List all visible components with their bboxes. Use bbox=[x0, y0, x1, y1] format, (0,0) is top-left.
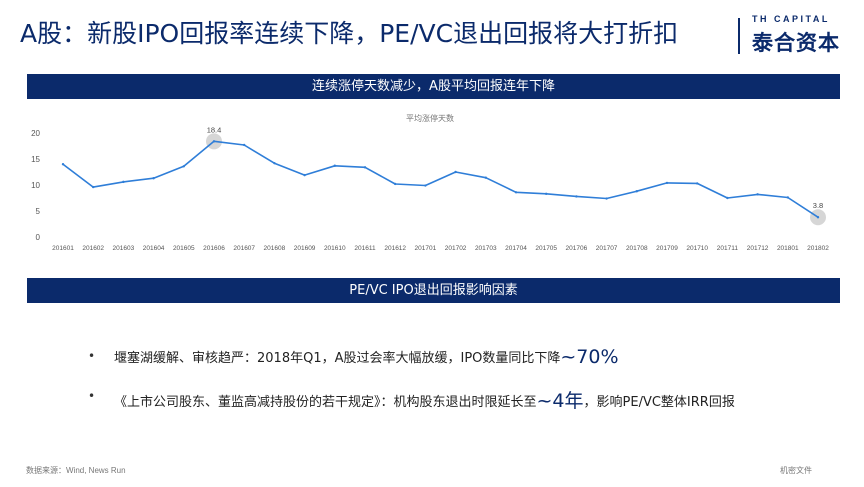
bullet-body: 堰塞湖缓解、审核趋严：2018年Q1，A股过会率大幅放缓，IPO数量同比下降 bbox=[114, 351, 561, 366]
x-tick-label: 201706 bbox=[566, 245, 588, 252]
data-point bbox=[484, 176, 487, 179]
y-tick-label: 0 bbox=[36, 233, 41, 242]
x-tick-label: 201704 bbox=[505, 245, 527, 252]
x-tick-label: 201612 bbox=[384, 245, 406, 252]
x-tick-label: 201611 bbox=[354, 245, 376, 252]
x-tick-label: 201707 bbox=[596, 245, 618, 252]
data-point bbox=[575, 195, 578, 198]
bullet-suffix: ，影响PE/VC整体IRR回报 bbox=[583, 395, 735, 410]
bullet-text: 《上市公司股东、董监高减持股份的若干规定》：机构股东退出时限延长至~4年，影响P… bbox=[114, 386, 735, 413]
data-point bbox=[394, 182, 397, 186]
data-point bbox=[303, 173, 306, 177]
data-point bbox=[665, 181, 669, 185]
data-point bbox=[243, 143, 246, 147]
data-point bbox=[424, 184, 427, 187]
x-tick-label: 201701 bbox=[415, 245, 437, 252]
bullet-highlight: ~4年 bbox=[536, 390, 584, 412]
x-tick-label: 201703 bbox=[475, 245, 497, 252]
brand-logo: TH CAPITAL 泰合资本 bbox=[738, 14, 850, 58]
chart-title: 平均涨停天数 bbox=[406, 113, 454, 123]
x-tick-label: 201601 bbox=[52, 245, 74, 252]
data-point bbox=[756, 193, 759, 196]
data-point bbox=[816, 216, 820, 219]
data-point bbox=[182, 165, 185, 168]
x-tick-label: 201602 bbox=[82, 245, 104, 252]
x-tick-label: 201604 bbox=[143, 245, 165, 252]
data-point bbox=[273, 161, 276, 165]
data-point bbox=[333, 164, 336, 167]
x-tick-label: 201710 bbox=[686, 245, 708, 252]
data-point bbox=[514, 191, 518, 194]
brand-name-en: TH CAPITAL bbox=[752, 14, 830, 24]
x-tick-label: 201605 bbox=[173, 245, 195, 252]
bullet-text: 堰塞湖缓解、审核趋严：2018年Q1，A股过会率大幅放缓，IPO数量同比下降~7… bbox=[114, 346, 619, 368]
data-source: 数据来源：Wind, News Run bbox=[26, 466, 126, 475]
x-tick-label: 201709 bbox=[656, 245, 678, 252]
data-point bbox=[122, 180, 125, 184]
series-line bbox=[62, 140, 819, 218]
list-item: • 堰塞湖缓解、审核趋严：2018年Q1，A股过会率大幅放缓，IPO数量同比下降… bbox=[88, 342, 848, 382]
data-point bbox=[605, 197, 608, 200]
data-point bbox=[363, 166, 367, 169]
x-tick-label: 201708 bbox=[626, 245, 648, 252]
x-tick-label: 201607 bbox=[233, 245, 255, 252]
data-point bbox=[545, 192, 548, 196]
brand-name-cn: 泰合资本 bbox=[752, 31, 840, 55]
x-tick-label: 201606 bbox=[203, 245, 225, 252]
data-point bbox=[212, 140, 216, 143]
confidential-label: 机密文件 bbox=[780, 466, 812, 475]
factor-list: • 堰塞湖缓解、审核趋严：2018年Q1，A股过会率大幅放缓，IPO数量同比下降… bbox=[88, 342, 848, 422]
data-point bbox=[152, 177, 155, 180]
x-tick-label: 201712 bbox=[747, 245, 769, 252]
data-label: 3.8 bbox=[813, 201, 823, 210]
bullet-highlight: ~70% bbox=[560, 346, 619, 368]
data-point bbox=[92, 185, 95, 189]
x-tick-label: 201702 bbox=[445, 245, 467, 252]
x-tick-label: 201608 bbox=[264, 245, 286, 252]
x-tick-label: 201802 bbox=[807, 245, 829, 252]
data-point bbox=[726, 196, 729, 200]
bullet-body: 《上市公司股东、董监高减持股份的若干规定》：机构股东退出时限延长至 bbox=[114, 395, 537, 410]
y-tick-label: 10 bbox=[31, 181, 40, 190]
x-tick-label: 201610 bbox=[324, 245, 346, 252]
page-title: A股：新股IPO回报率连续下降，PE/VC退出回报将大打折扣 bbox=[20, 19, 679, 48]
x-tick-label: 201711 bbox=[717, 245, 739, 252]
data-point bbox=[454, 170, 457, 174]
brand-divider bbox=[738, 18, 740, 54]
data-point bbox=[696, 182, 699, 185]
y-tick-label: 15 bbox=[31, 155, 40, 164]
bullet-icon: • bbox=[88, 389, 96, 403]
y-tick-label: 20 bbox=[31, 129, 40, 138]
data-label: 18.4 bbox=[207, 125, 222, 134]
x-tick-label: 201609 bbox=[294, 245, 316, 252]
x-tick-label: 201705 bbox=[535, 245, 557, 252]
x-tick-label: 201603 bbox=[113, 245, 135, 252]
x-tick-label: 201801 bbox=[777, 245, 799, 252]
data-point bbox=[635, 190, 638, 193]
data-point bbox=[61, 163, 65, 166]
section-banner-chart: 连续涨停天数减少，A股平均回报连年下降 bbox=[27, 74, 840, 99]
bullet-icon: • bbox=[88, 349, 96, 363]
line-chart: 平均涨停天数 0 5 10 15 20 18.4 3.8 201601 201602 201603 2… bbox=[31, 113, 829, 252]
data-point bbox=[786, 196, 789, 199]
list-item: • 《上市公司股东、董监高减持股份的若干规定》：机构股东退出时限延长至~4年，影… bbox=[88, 382, 848, 422]
section-banner-factors: PE/VC IPO退出回报影响因素 bbox=[27, 278, 840, 303]
y-tick-label: 5 bbox=[36, 207, 41, 216]
